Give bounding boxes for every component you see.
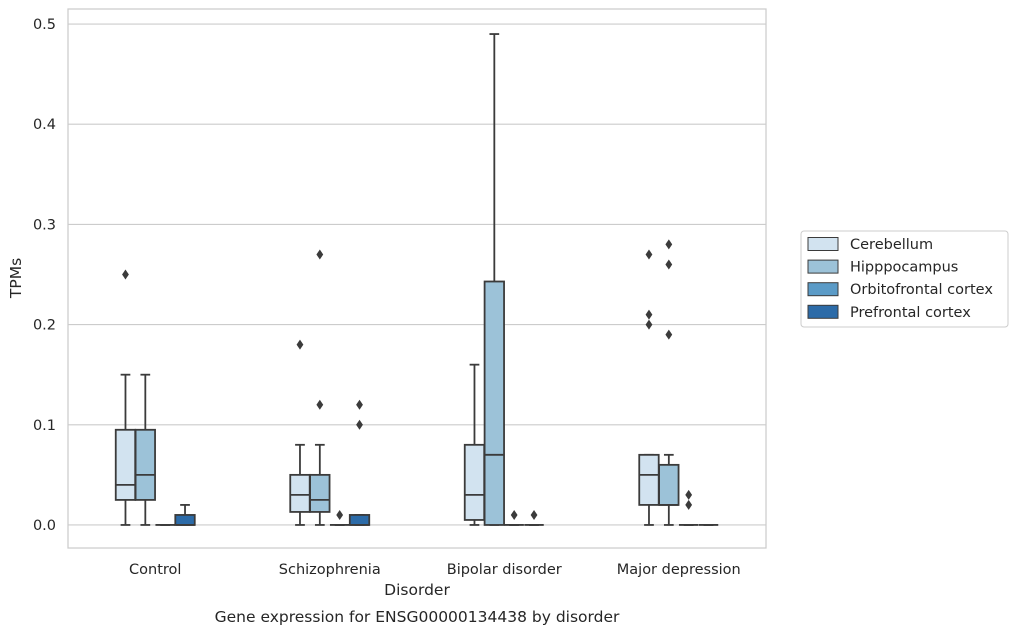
plot-area-frame — [67, 8, 767, 549]
box-body — [483, 280, 505, 526]
box-body — [638, 453, 660, 506]
box-2-0 — [463, 363, 486, 526]
box-3-0 — [638, 249, 660, 526]
y-tick-label: 0.0 — [33, 518, 56, 534]
box-body — [348, 514, 371, 526]
box-3-2 — [678, 489, 699, 526]
outlier-point — [296, 339, 304, 350]
outlier-point — [685, 499, 693, 510]
legend-swatch — [807, 304, 839, 319]
box-body — [309, 473, 331, 513]
box-1-1 — [309, 249, 331, 526]
outlier-point — [665, 329, 673, 340]
outlier-point — [665, 239, 673, 250]
legend-item: Orbitofrontal cortex — [807, 282, 993, 298]
legend-label: Cerebellum — [850, 237, 933, 253]
outlier-point — [336, 509, 344, 520]
x-axis-label: Disorder — [384, 581, 450, 599]
y-tick-label: 0.4 — [33, 117, 56, 133]
box-1-2 — [329, 509, 350, 526]
x-axis-ticks: Control Schizophrenia Bipolar disorder Majo… — [129, 562, 741, 578]
outlier-point — [530, 509, 538, 520]
outlier-point — [316, 249, 324, 260]
gridlines — [68, 23, 766, 526]
legend-item: Cerebellum — [807, 237, 933, 253]
legend-label: Orbitofrontal cortex — [850, 282, 993, 298]
legend-swatch — [807, 282, 839, 297]
box-0-3 — [174, 504, 196, 526]
legend-label: Hipppocampus — [850, 260, 958, 276]
box-2-2 — [504, 509, 524, 526]
box-body — [658, 463, 680, 506]
box-3-1 — [658, 239, 680, 526]
outlier-point — [356, 399, 363, 410]
box-2-1 — [483, 33, 505, 526]
box-0-1 — [134, 373, 156, 526]
box-1-0 — [289, 339, 311, 526]
box-body — [174, 514, 196, 526]
outlier-point — [685, 489, 693, 500]
box-2-3 — [524, 509, 544, 526]
legend-item: Hipppocampus — [807, 259, 958, 276]
legend-item: Prefrontal cortex — [807, 304, 971, 321]
x-tick-label: Control — [129, 562, 181, 578]
box-0-0 — [114, 269, 137, 526]
outlier-point — [122, 269, 129, 280]
legend: Cerebellum Hipppocampus Orbitofrontal cort… — [800, 230, 1009, 328]
legend-swatch — [807, 259, 839, 274]
legend-label: Prefrontal cortex — [850, 305, 971, 321]
y-tick-label: 0.2 — [33, 318, 56, 334]
y-tick-label: 0.1 — [33, 418, 56, 434]
box-body — [289, 473, 311, 513]
y-axis-label: TPMs — [7, 258, 25, 299]
legend-frame — [800, 230, 1009, 328]
y-tick-label: 0.3 — [33, 217, 56, 233]
box-1-3 — [348, 399, 371, 526]
outlier-point — [316, 399, 324, 410]
outlier-point — [356, 419, 363, 430]
outlier-point — [645, 319, 653, 330]
outlier-point — [645, 309, 653, 320]
boxes — [114, 33, 719, 526]
box-body — [463, 443, 486, 521]
box-body — [134, 428, 156, 501]
outlier-point — [665, 259, 673, 270]
y-axis-ticks: 0.0 0.1 0.2 0.3 0.4 0.5 — [33, 17, 56, 534]
y-tick-label: 0.5 — [33, 17, 56, 33]
chart-caption: Gene expression for ENSG00000134438 by d… — [215, 608, 620, 626]
outlier-point — [645, 249, 653, 260]
outlier-point — [510, 509, 518, 520]
box-body — [114, 428, 137, 501]
x-tick-label: Bipolar disorder — [447, 562, 562, 578]
x-tick-label: Major depression — [617, 562, 741, 578]
x-tick-label: Schizophrenia — [279, 562, 381, 578]
legend-swatch — [807, 237, 839, 251]
